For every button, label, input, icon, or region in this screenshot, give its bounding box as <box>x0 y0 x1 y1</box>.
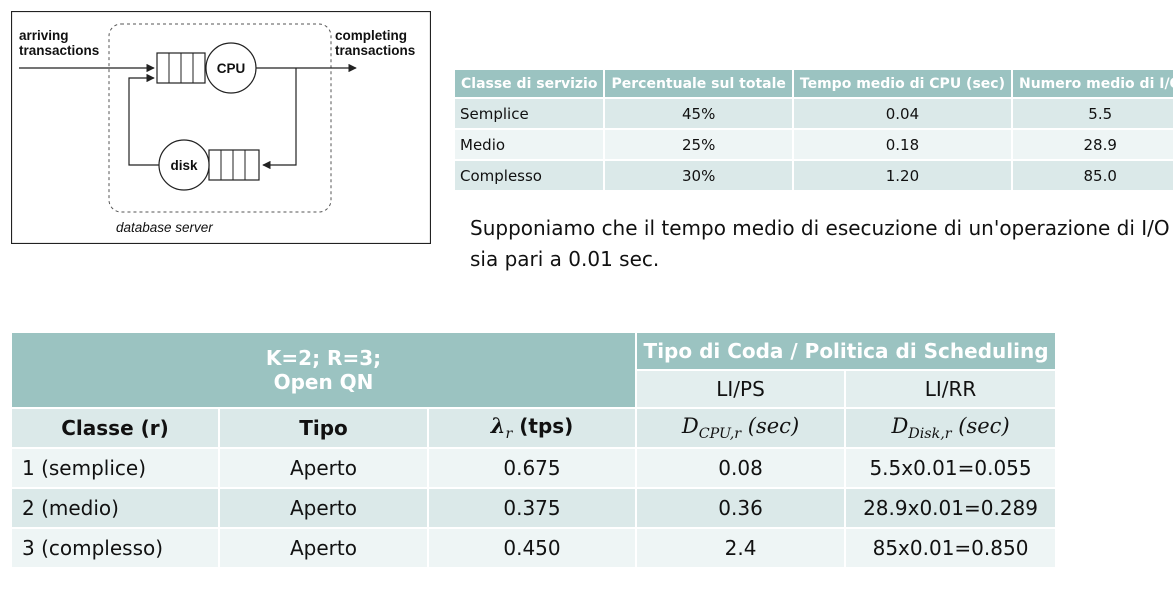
qn-params-header: K=2; R=3; Open QN <box>9 331 638 409</box>
qn-parameters-table: K=2; R=3; Open QN Tipo di Coda / Politic… <box>9 331 1058 569</box>
table-cell: 1 (semplice) <box>10 447 220 489</box>
service-classes-table: Classe di servizio Percentuale sul total… <box>452 68 1173 192</box>
table-cell: 0.04 <box>791 97 1013 130</box>
table-cell: 0.08 <box>635 447 847 489</box>
table-cell: 3 (complesso) <box>10 527 220 569</box>
io-time-note: Supponiamo che il tempo medio di esecuzi… <box>470 216 1170 271</box>
lambda-unit: (tps) <box>512 414 574 439</box>
table-cell: 2.4 <box>635 527 847 569</box>
table-cell: Aperto <box>218 527 429 569</box>
table-cell: 28.9x0.01=0.289 <box>844 487 1058 529</box>
disk-policy: LI/RR <box>844 369 1058 409</box>
table-cell: 45% <box>603 97 794 130</box>
table-row: Medio 25% 0.18 28.9 <box>452 128 1173 161</box>
table-row: Complesso 30% 1.20 85.0 <box>452 159 1173 192</box>
table-cell: 85x0.01=0.850 <box>844 527 1058 569</box>
table-row: 1 (semplice) Aperto 0.675 0.08 5.5x0.01=… <box>10 447 1058 489</box>
ddisk-symbol: DDisk,r (sec) <box>891 413 1010 443</box>
col-lambda: λr (tps) <box>426 407 638 449</box>
table-cell: 30% <box>603 159 794 192</box>
cpu-queue <box>156 52 206 84</box>
col-header: Classe di servizio <box>452 68 606 99</box>
col-header: Percentuale sul totale <box>603 68 794 99</box>
table-cell: 0.18 <box>791 128 1013 161</box>
table-cell: Aperto <box>218 487 429 529</box>
table-cell: Semplice <box>452 97 606 130</box>
table-cell: 0.450 <box>426 527 638 569</box>
table-cell: 5.5 <box>1010 97 1173 130</box>
table-cell: Medio <box>452 128 606 161</box>
table-cell: 5.5x0.01=0.055 <box>844 447 1058 489</box>
col-type: Tipo <box>218 407 429 449</box>
table-cell: 28.9 <box>1010 128 1173 161</box>
cpu-to-disk-arrow <box>262 68 297 170</box>
table-cell: 0.675 <box>426 447 638 489</box>
lambda-symbol: λr <box>490 413 513 443</box>
database-server-boundary <box>108 23 332 213</box>
table-cell: 2 (medio) <box>10 487 220 529</box>
table-cell: 25% <box>603 128 794 161</box>
disk-label: disk <box>170 158 198 173</box>
arriving-label-line1: arriving <box>19 28 69 43</box>
database-server-label: database server <box>116 220 213 235</box>
completing-label-line1: completing <box>335 28 407 43</box>
qn-header-row: K=2; R=3; Open QN Tipo di Coda / Politic… <box>9 331 1058 409</box>
cpu-policy: LI/PS <box>635 369 847 409</box>
dcpu-symbol: DCPU,r (sec) <box>681 413 800 443</box>
table-cell: 1.20 <box>791 159 1013 192</box>
qn-params-line2: Open QN <box>273 370 374 394</box>
table-row: 3 (complesso) Aperto 0.450 2.4 85x0.01=0… <box>10 527 1058 569</box>
disk-queue <box>208 149 260 181</box>
cpu-label: CPU <box>217 61 246 76</box>
completing-label-line2: transactions <box>335 43 415 58</box>
queue-type-header: Tipo di Coda / Politica di Scheduling <box>635 331 1058 371</box>
table-cell: Complesso <box>452 159 606 192</box>
qn-column-header-row: Classe (r) Tipo λr (tps) DCPU,r (sec) DD… <box>10 407 1058 449</box>
col-ddisk: DDisk,r (sec) <box>844 407 1058 449</box>
queueing-network-diagram: arriving transactions completing transac… <box>11 11 431 244</box>
table-header-row: Classe di servizio Percentuale sul total… <box>452 68 1173 99</box>
table-cell: 0.375 <box>426 487 638 529</box>
table-cell: Aperto <box>218 447 429 489</box>
qn-params-line1: K=2; R=3; <box>265 346 382 370</box>
table-row: Semplice 45% 0.04 5.5 <box>452 97 1173 130</box>
col-header: Tempo medio di CPU (sec) <box>791 68 1013 99</box>
table-cell: 85.0 <box>1010 159 1173 192</box>
arriving-label-line2: transactions <box>19 43 99 58</box>
col-class: Classe (r) <box>10 407 220 449</box>
table-row: 2 (medio) Aperto 0.375 0.36 28.9x0.01=0.… <box>10 487 1058 529</box>
disk-to-cpu-arrow <box>128 73 159 166</box>
col-header: Numero medio di I/O <box>1010 68 1173 99</box>
table-cell: 0.36 <box>635 487 847 529</box>
col-dcpu: DCPU,r (sec) <box>635 407 847 449</box>
qn-policy-row: LI/PS LI/RR <box>11 369 1058 409</box>
